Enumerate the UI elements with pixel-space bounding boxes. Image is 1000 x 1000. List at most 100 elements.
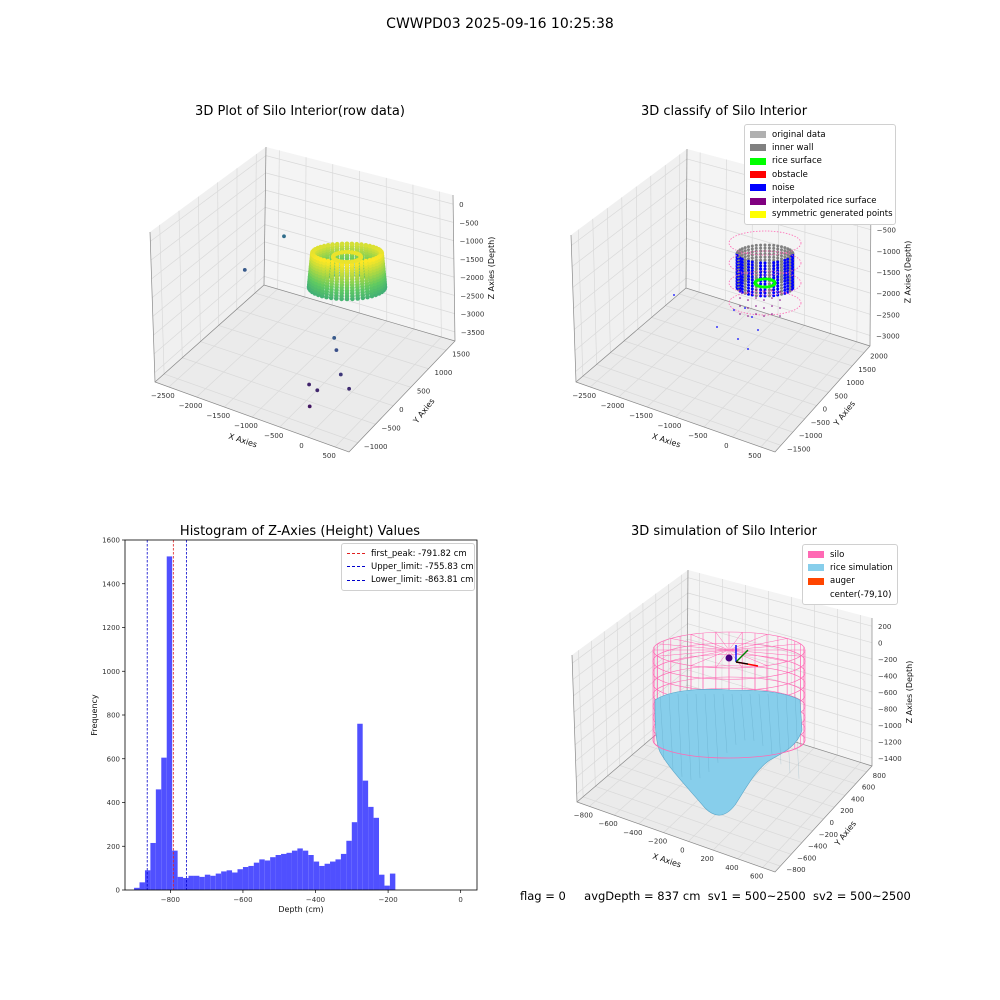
data-point: [343, 249, 348, 255]
classified-point: [743, 276, 747, 280]
classified-point: [776, 275, 780, 279]
y-axis-label: Frequency: [90, 694, 99, 736]
x-tick-label: −500: [688, 432, 707, 440]
classified-point: [750, 278, 754, 282]
grid-line: [760, 341, 858, 448]
classified-point: [786, 260, 790, 264]
z-tick-label: −400: [878, 673, 897, 681]
x-tick-label: −2000: [601, 402, 625, 410]
interpolated-point: [779, 315, 781, 317]
grid-line: [675, 316, 779, 418]
x-tick-label: −200: [378, 896, 397, 904]
classified-point: [763, 261, 767, 265]
noise-point: [733, 309, 735, 311]
grid-line: [665, 305, 853, 367]
interpolated-point: [763, 299, 765, 301]
histogram-legend-item: first_peak: -791.82 cm: [347, 547, 469, 560]
x-tick-label: −200: [648, 838, 667, 846]
interpolated-point: [739, 313, 741, 315]
grid-line: [575, 669, 688, 762]
classified-point: [743, 264, 747, 268]
grid-line: [624, 340, 817, 406]
classified-point: [776, 287, 780, 291]
classified-point: [772, 243, 776, 247]
axes-edge: [686, 569, 689, 709]
classified-point: [740, 284, 744, 288]
silo-spoke: [728, 649, 801, 657]
grid-line: [152, 224, 266, 317]
generated-ring: [728, 290, 802, 316]
grid-line: [264, 224, 455, 278]
grid-line: [236, 308, 429, 370]
classified-point: [754, 291, 758, 295]
classified-point: [750, 281, 754, 285]
mesh-line: [668, 693, 674, 770]
x-tick-label: 400: [725, 864, 738, 872]
classify-legend-item: original data: [750, 128, 890, 141]
silo-spoke: [690, 649, 730, 666]
legend-swatch: [750, 184, 766, 192]
classified-point: [780, 257, 783, 261]
histogram-bar: [357, 723, 363, 890]
classified-point: [783, 264, 787, 268]
classified-point: [759, 255, 763, 259]
z-tick-label: −3000: [461, 311, 485, 319]
x-tick-label: −800: [161, 896, 180, 904]
data-point: [318, 244, 324, 250]
grid-line: [703, 325, 805, 428]
grid-line: [153, 258, 265, 355]
z-axis-label: Z Axies (Depth): [905, 661, 914, 724]
histogram-bar: [193, 875, 200, 890]
classified-point: [776, 263, 780, 267]
histogram-bar: [166, 556, 173, 890]
grid-line: [277, 150, 280, 290]
mesh-line: [767, 693, 773, 755]
outlier-point: [242, 268, 247, 272]
grid-line: [589, 291, 700, 388]
noise-point: [747, 348, 749, 350]
plot4-title: 3D simulation of Silo Interior: [631, 524, 817, 539]
classified-point: [783, 282, 787, 286]
x-tick-label: −600: [599, 820, 618, 828]
classified-point: [747, 286, 750, 290]
classified-points: [673, 230, 802, 350]
rice-surface-point: [764, 285, 769, 289]
classified-point: [788, 262, 792, 266]
data-point: [379, 249, 384, 255]
grid-line: [687, 607, 873, 660]
grid-line: [168, 288, 278, 388]
x-tick-label: −600: [233, 896, 252, 904]
classified-point: [759, 249, 763, 253]
histogram-bar: [384, 885, 390, 891]
classified-point: [783, 261, 787, 265]
grid-line: [439, 191, 442, 338]
z-tick-label: 0: [459, 201, 463, 209]
y-tick-label: −500: [382, 424, 401, 432]
classified-point: [750, 290, 754, 294]
plot4-axes: −800 −600 −400 −200 0 200 400 600 −800 −600 −400 −2…: [571, 569, 914, 881]
classified-point: [747, 257, 750, 261]
classified-point: [780, 268, 783, 272]
interpolated-point: [747, 307, 749, 309]
grid-line: [279, 320, 388, 428]
y-tick-label: 800: [873, 772, 886, 780]
grid-line: [265, 172, 454, 223]
classified-point: [759, 282, 763, 286]
classified-point: [772, 288, 776, 292]
interpolated-point: [771, 313, 773, 315]
legend-line: [347, 553, 365, 555]
classified-point: [743, 285, 747, 289]
mesh-line: [704, 693, 710, 772]
grid-line: [150, 172, 266, 261]
data-point: [334, 241, 340, 247]
grid-line: [574, 638, 688, 729]
simulation-legend-item: rice simulation: [808, 561, 893, 574]
interpolated-point: [763, 291, 765, 293]
rice-simulation-surface: [654, 689, 803, 816]
sv1-text: sv1 = 500~2500: [707, 889, 806, 903]
mesh-line: [677, 693, 683, 777]
z-tick-label: −3000: [876, 332, 900, 340]
plot2-title: 3D classify of Silo Interior: [640, 104, 808, 119]
legend-swatch: [750, 144, 766, 152]
histogram-bar: [161, 757, 167, 890]
